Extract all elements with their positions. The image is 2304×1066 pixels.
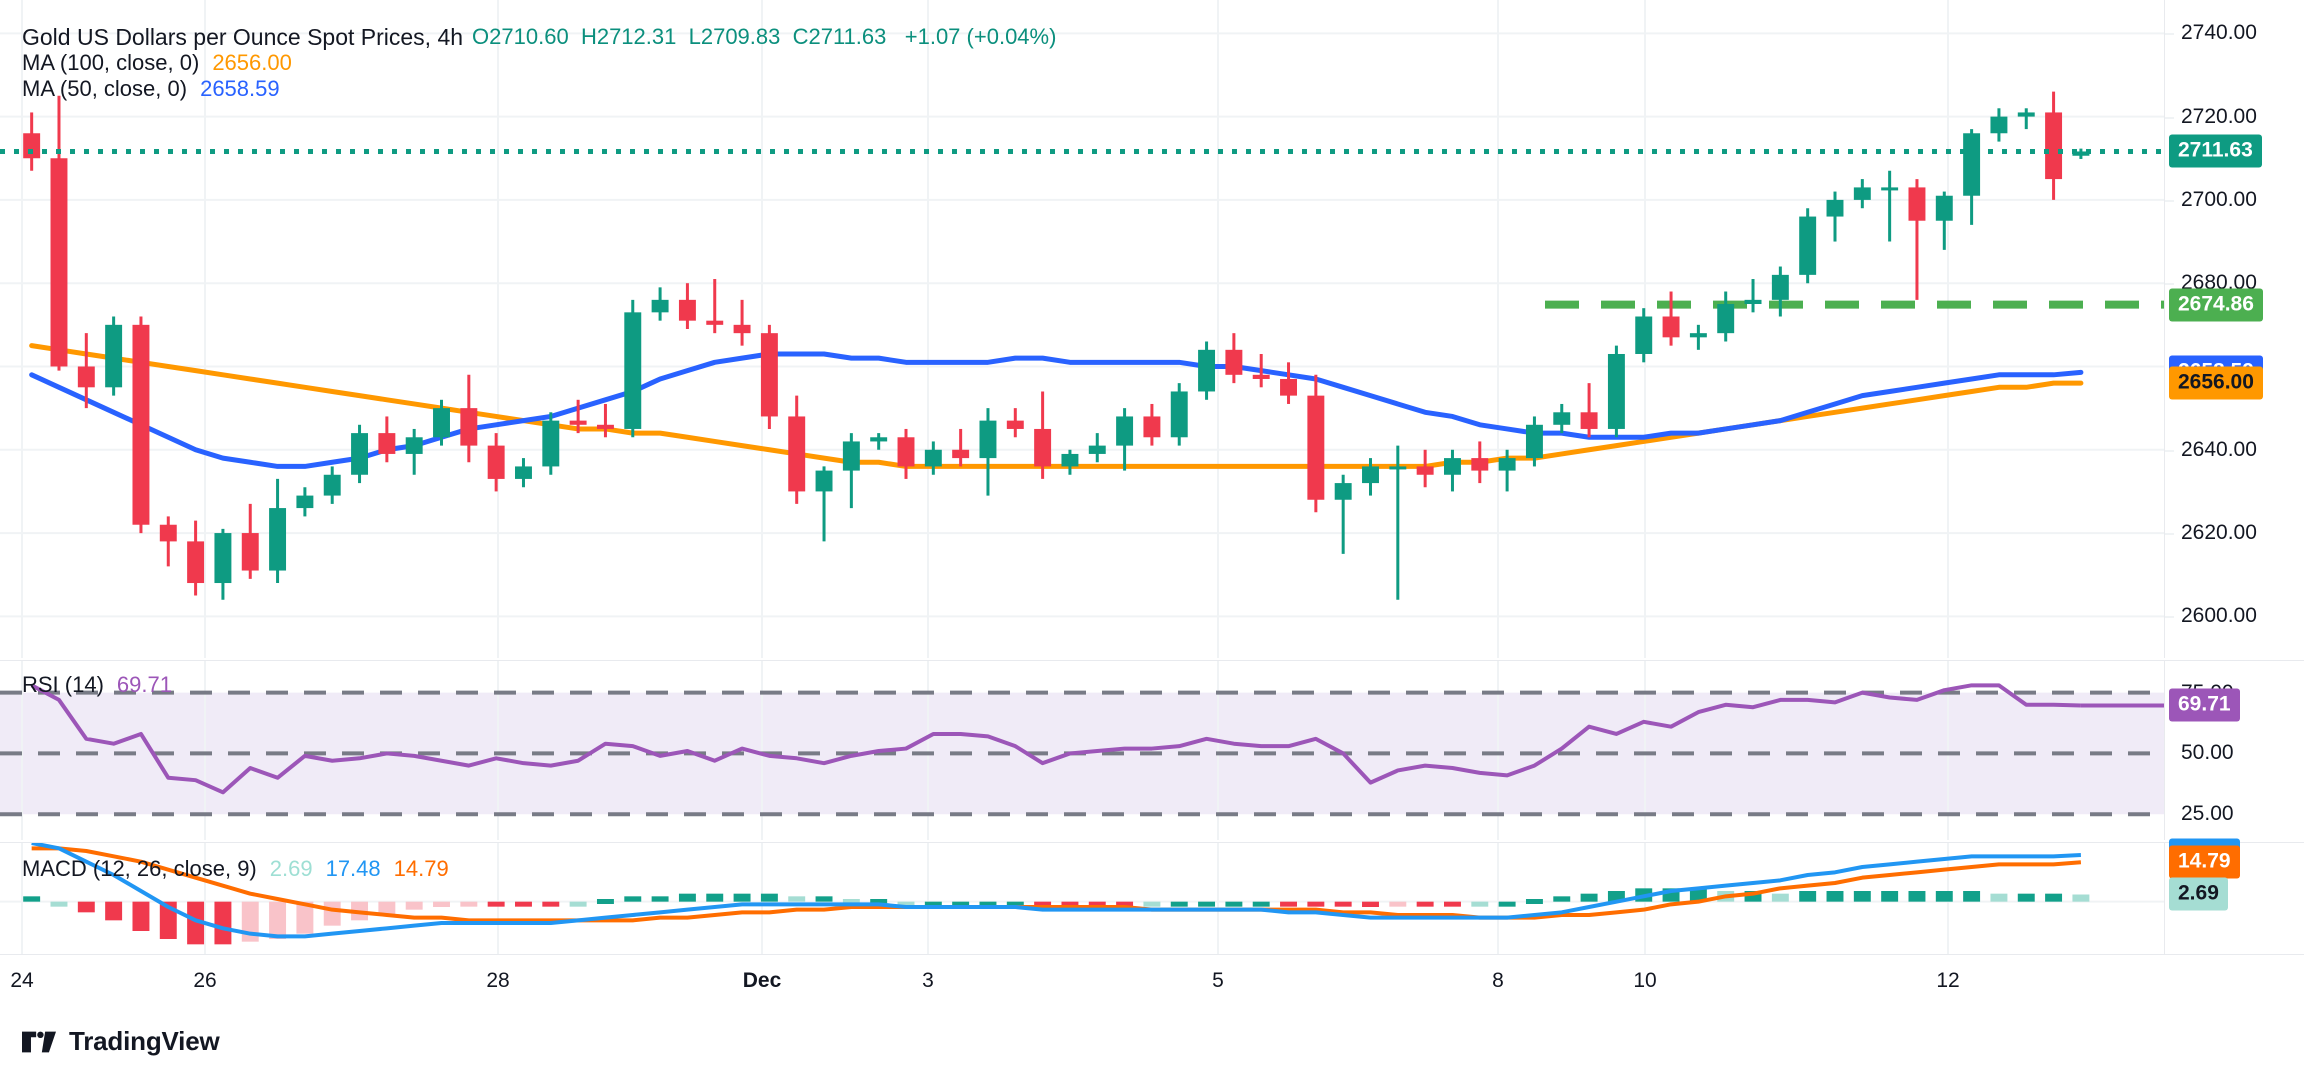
price-axis-tickmark	[2165, 533, 2174, 536]
branding-bar: TradingView	[0, 1012, 2304, 1066]
ma100-value: 2656.00	[212, 50, 292, 75]
time-axis-label: 8	[1492, 969, 1504, 992]
price-axis-tick: 2620.00	[2181, 521, 2257, 545]
ma50-legend[interactable]: MA (50, close, 0) 2658.59	[22, 74, 280, 104]
price-axis[interactable]: 2740.00 2720.00 2700.00 2680.00 2640.00 2620.…	[2164, 0, 2304, 658]
price-axis-tickmark	[2165, 283, 2174, 286]
rsi-axis-tick: 50.00	[2181, 741, 2234, 765]
close-value: 2711.63	[808, 24, 887, 49]
price-axis-tickmark	[2165, 116, 2174, 119]
rsi-plot-area[interactable]	[0, 661, 2164, 840]
symbol-legend[interactable]: Gold US Dollars per Ounce Spot Prices, 4…	[22, 22, 1056, 52]
macd-signal-value: 14.79	[393, 856, 449, 881]
symbol-title[interactable]: Gold US Dollars per Ounce Spot Prices, 4…	[22, 24, 464, 50]
price-axis-tick: 2720.00	[2181, 104, 2257, 128]
rsi-value: 69.71	[116, 672, 172, 697]
ohlc-values: O2710.60 H2712.31 L2709.83 C2711.63 +1.0…	[472, 22, 1056, 52]
tradingview-logo[interactable]: TradingView	[22, 1026, 220, 1057]
price-axis-tickmark	[2165, 33, 2174, 36]
high-value: 2712.31	[596, 24, 677, 49]
price-axis-tick: 2740.00	[2181, 21, 2257, 45]
macd-label: MACD (12, 26, close, 9)	[22, 856, 257, 881]
rsi-axis-badge[interactable]: 69.71	[2169, 688, 2240, 722]
ma50-value: 2658.59	[200, 76, 280, 101]
time-axis-label: 26	[193, 969, 217, 992]
time-axis-label: 12	[1936, 969, 1960, 992]
ma100-label: MA (100, close, 0)	[22, 50, 200, 75]
time-axis[interactable]: 24 26 28 Dec 3 5 8 10 12	[0, 954, 2304, 1012]
close-label: C	[792, 24, 809, 49]
time-axis-label: 3	[922, 969, 934, 992]
macd-axis-badge[interactable]: 14.79	[2169, 845, 2240, 879]
rsi-axis-tick: 25.00	[2181, 802, 2234, 826]
low-value: 2709.83	[700, 24, 781, 49]
time-axis-label: Dec	[742, 969, 782, 992]
rsi-legend[interactable]: RSI (14) 69.71	[22, 670, 172, 700]
ma100-legend[interactable]: MA (100, close, 0) 2656.00	[22, 48, 292, 78]
price-axis-badge[interactable]: 2656.00	[2169, 366, 2263, 400]
tradingview-wordmark: TradingView	[69, 1026, 220, 1056]
time-axis-label: 5	[1212, 969, 1224, 992]
price-axis-tickmark	[2165, 199, 2174, 202]
time-axis-label: 24	[10, 969, 34, 992]
open-label: O	[472, 24, 490, 49]
macd-legend[interactable]: MACD (12, 26, close, 9) 2.69 17.48 14.79	[22, 854, 449, 884]
time-axis-label: 28	[486, 969, 510, 992]
price-plot-area[interactable]	[0, 0, 2164, 658]
ma50-label: MA (50, close, 0)	[22, 76, 188, 101]
tradingview-mark-icon	[22, 1031, 56, 1052]
low-label: L	[688, 24, 701, 49]
macd-hist-value: 2.69	[269, 856, 313, 881]
price-pane[interactable]: 2740.00 2720.00 2700.00 2680.00 2640.00 2620.…	[0, 0, 2304, 658]
macd-plot-area[interactable]	[0, 843, 2164, 954]
price-axis-badge[interactable]: 2711.63	[2169, 134, 2262, 168]
price-axis-tick: 2640.00	[2181, 437, 2257, 461]
price-axis-tickmark	[2165, 449, 2174, 452]
change-percent: (+0.04%)	[966, 24, 1057, 49]
macd-axis-badge[interactable]: 2.69	[2169, 877, 2228, 911]
change-value: +1.07	[904, 24, 961, 49]
macd-line-value: 17.48	[325, 856, 381, 881]
price-axis-tick: 2700.00	[2181, 187, 2257, 211]
time-axis-label: 10	[1633, 969, 1657, 992]
rsi-label: RSI (14)	[22, 672, 104, 697]
price-axis-tickmark	[2165, 616, 2174, 619]
price-axis-tick: 2600.00	[2181, 604, 2257, 628]
open-value: 2710.60	[489, 24, 569, 49]
price-axis-badge[interactable]: 2674.86	[2169, 288, 2263, 322]
high-label: H	[580, 24, 597, 49]
